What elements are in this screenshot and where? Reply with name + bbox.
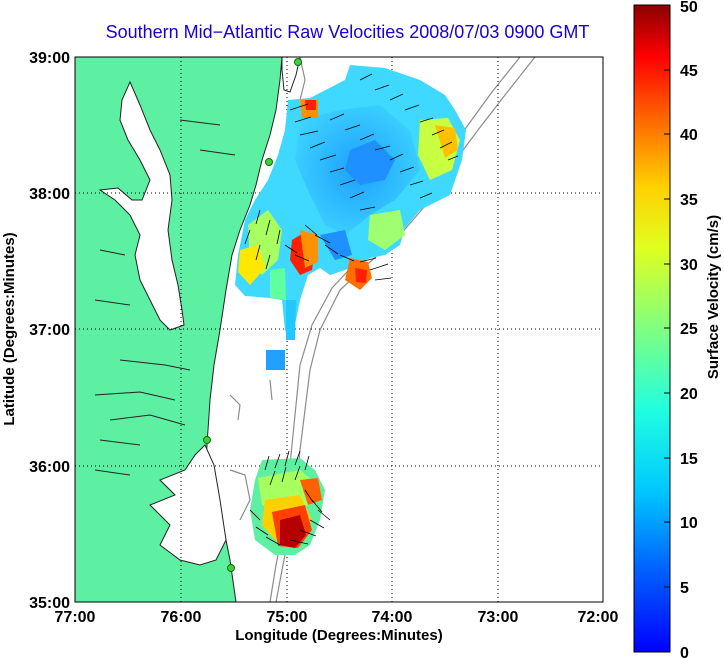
colorbar-ticks — [664, 69, 670, 588]
colorbar-tick-label: 50 — [680, 0, 698, 16]
velocity-arrows — [244, 73, 459, 546]
y-tick-label: 39:00 — [29, 50, 70, 67]
y-tick-label: 35:00 — [29, 595, 70, 612]
colorbar-tick-label: 35 — [680, 192, 698, 209]
colorbar-tick-label: 10 — [680, 515, 698, 532]
y-tick-labels: 39:00 38:00 37:00 36:00 35:00 — [29, 50, 70, 612]
colorbar-tick-label: 0 — [680, 645, 689, 659]
colorbar-tick-label: 30 — [680, 257, 698, 274]
bathymetry-contours — [229, 57, 536, 602]
velocity-field-south — [250, 458, 325, 555]
estuary-lines — [94, 119, 236, 476]
pamlico-sound — [149, 444, 227, 566]
colorbar-tick-label: 40 — [680, 127, 698, 144]
y-tick-label: 37:00 — [29, 322, 70, 339]
y-axis-title: Latitude (Degrees:Minutes) — [1, 232, 18, 425]
chesapeake-bay — [98, 80, 185, 331]
x-tick-label: 77:00 — [55, 609, 96, 626]
x-tick-label: 72:00 — [578, 609, 619, 626]
y-tick-label: 36:00 — [29, 459, 70, 476]
station-markers — [203, 58, 302, 572]
colorbar-tick-label: 25 — [680, 321, 698, 338]
colorbar-tick-labels: 0 5 10 15 20 25 30 35 40 45 50 — [680, 0, 698, 659]
colorbar-tick-label: 45 — [680, 63, 698, 80]
x-tick-label: 76:00 — [161, 609, 202, 626]
colorbar-tick-label: 5 — [680, 580, 689, 597]
colorbar-tick-label: 15 — [680, 451, 698, 468]
x-tick-label: 73:00 — [478, 609, 519, 626]
x-tick-labels: 77:00 76:00 75:00 74:00 73:00 72:00 — [55, 609, 619, 626]
x-axis-title: Longitude (Degrees:Minutes) — [235, 627, 443, 644]
x-tick-label: 74:00 — [372, 609, 413, 626]
plot-border — [74, 56, 604, 603]
map-title: Southern Mid−Atlantic Raw Velocities 200… — [105, 22, 590, 42]
colorbar-tick-label: 20 — [680, 386, 698, 403]
colorbar-title: Surface Velocity (cm/s) — [705, 215, 722, 379]
velocity-field-north — [235, 65, 466, 370]
x-tick-label: 75:00 — [267, 609, 308, 626]
y-tick-label: 38:00 — [29, 186, 70, 203]
